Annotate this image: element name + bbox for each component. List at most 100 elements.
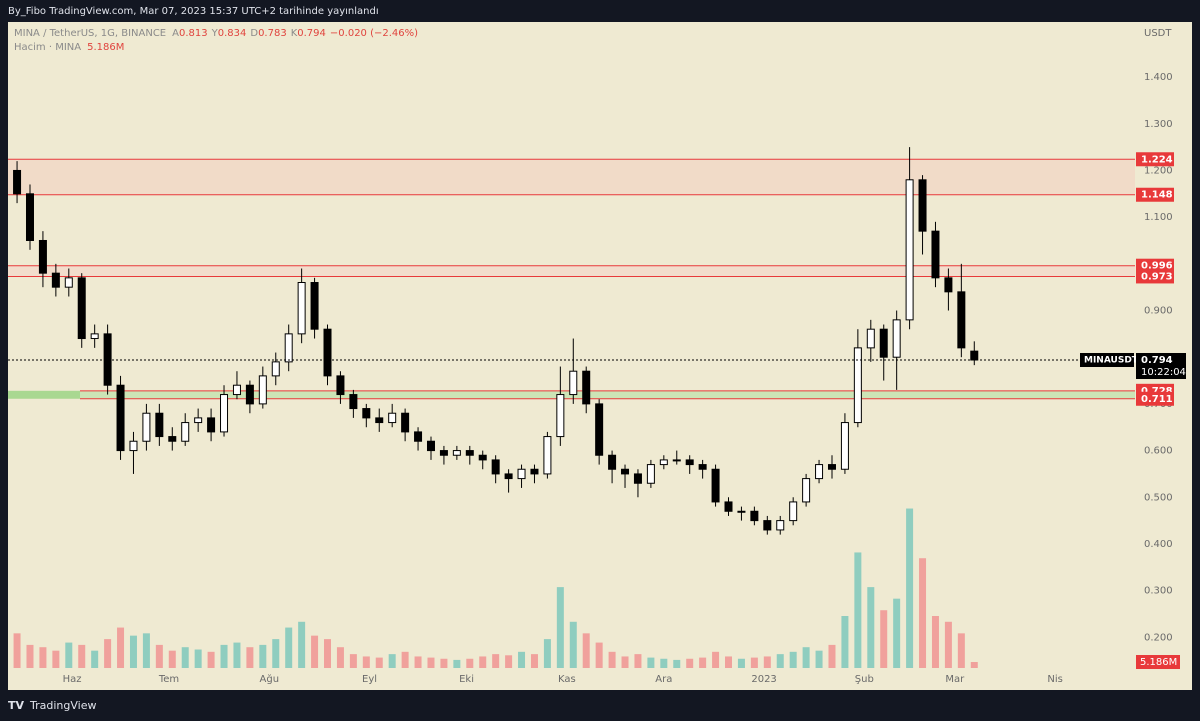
candle-body	[491, 459, 500, 475]
candle-body	[698, 464, 707, 470]
level-box	[1136, 269, 1174, 284]
x-tick-label: Tem	[158, 674, 179, 685]
volume-bar	[492, 654, 500, 668]
candle-body	[685, 459, 694, 466]
candle-body	[77, 277, 86, 340]
candle-body	[388, 412, 397, 424]
candle-body	[633, 473, 642, 484]
volume-bar	[39, 647, 47, 668]
high: 0.834	[218, 28, 247, 39]
volume-bar	[311, 635, 319, 668]
candle-body	[194, 417, 203, 424]
candle-body	[659, 459, 668, 466]
candle-body	[129, 440, 138, 452]
y-tick-label: 1.300	[1144, 119, 1173, 130]
volume-bar	[854, 552, 862, 668]
candle-body	[25, 193, 34, 241]
volume-bar	[673, 659, 681, 668]
volume-bar	[699, 657, 707, 668]
volume-legend: Hacim · MINA 5.186M	[14, 42, 124, 53]
volume-box	[1136, 655, 1180, 670]
volume-bar	[608, 651, 616, 668]
candle-body	[375, 417, 384, 424]
volume-bar	[362, 656, 370, 668]
level-label: 0.996	[1141, 261, 1173, 272]
candle-body	[323, 328, 332, 377]
volume-bar	[52, 650, 60, 668]
x-tick-label: Ara	[655, 674, 672, 685]
volume-bar	[324, 639, 332, 668]
candle-body	[336, 375, 345, 396]
candle-body	[750, 510, 759, 522]
volume-bar	[647, 657, 655, 668]
low: 0.783	[258, 28, 287, 39]
volume-bar	[298, 621, 306, 668]
volume-bar	[556, 587, 564, 668]
candle-body	[181, 422, 190, 442]
candle-body	[763, 520, 772, 531]
open-label: A	[172, 28, 179, 39]
candle-body	[90, 333, 99, 340]
candle-body	[504, 473, 513, 480]
x-tick-label: Kas	[558, 674, 576, 685]
candle-body	[802, 478, 811, 503]
candle-body	[439, 450, 448, 456]
volume-bar	[259, 644, 267, 668]
countdown: 10:22:04	[1141, 367, 1186, 378]
candle-body	[271, 361, 280, 377]
candle-body	[258, 375, 267, 405]
close: 0.794	[297, 28, 326, 39]
zone	[8, 159, 1135, 195]
volume-bar	[828, 644, 836, 668]
x-tick-label: Eki	[459, 674, 474, 685]
volume-bar	[893, 598, 901, 668]
y-tick-label: 0.400	[1144, 539, 1173, 550]
x-tick-label: 2023	[751, 674, 776, 685]
volume-bar	[750, 657, 758, 668]
candle-body	[401, 412, 410, 433]
candle-body	[944, 277, 953, 293]
symbol-label: MINAUSDT	[1084, 356, 1139, 366]
volume-bar	[505, 655, 513, 668]
volume-bar	[957, 633, 965, 668]
candle-body	[970, 350, 979, 361]
candle-body	[853, 347, 862, 424]
volume-bar	[349, 654, 357, 668]
level-box	[1136, 258, 1174, 273]
level-box	[1136, 152, 1174, 167]
level-label: 1.148	[1141, 190, 1173, 201]
volume-bar	[595, 642, 603, 668]
volume-bar	[194, 649, 202, 668]
candle-body	[672, 459, 681, 462]
candle-body	[310, 282, 319, 330]
level-box	[1136, 391, 1174, 406]
volume-bar	[841, 616, 849, 668]
volume-bar	[725, 656, 733, 668]
volume-bar	[660, 658, 668, 668]
x-tick-label: Nis	[1047, 674, 1062, 685]
candle-body	[478, 454, 487, 461]
volume-bar	[621, 656, 629, 668]
candle-body	[931, 230, 940, 279]
level-label: 1.224	[1141, 154, 1173, 165]
level-label: 0.711	[1141, 394, 1173, 405]
high-label: Y	[211, 28, 219, 39]
candle-body	[957, 291, 966, 349]
candle-body	[452, 450, 461, 456]
last-price-label: 0.794	[1141, 355, 1173, 366]
y-tick-label: 1.400	[1144, 72, 1173, 83]
x-tick-label: Mar	[945, 674, 965, 685]
volume-bar	[401, 651, 409, 668]
volume-bar	[207, 651, 215, 668]
volume-bar	[65, 642, 73, 668]
volume-bar	[634, 654, 642, 668]
volume-bar	[867, 587, 875, 668]
volume-bar	[104, 639, 112, 668]
volume-bar	[246, 647, 254, 668]
symbol-box	[1080, 353, 1134, 368]
volume-bar	[285, 627, 293, 668]
volume-label: 5.186M	[1140, 657, 1177, 668]
candle-body	[232, 384, 241, 396]
low-label: D	[250, 28, 258, 39]
